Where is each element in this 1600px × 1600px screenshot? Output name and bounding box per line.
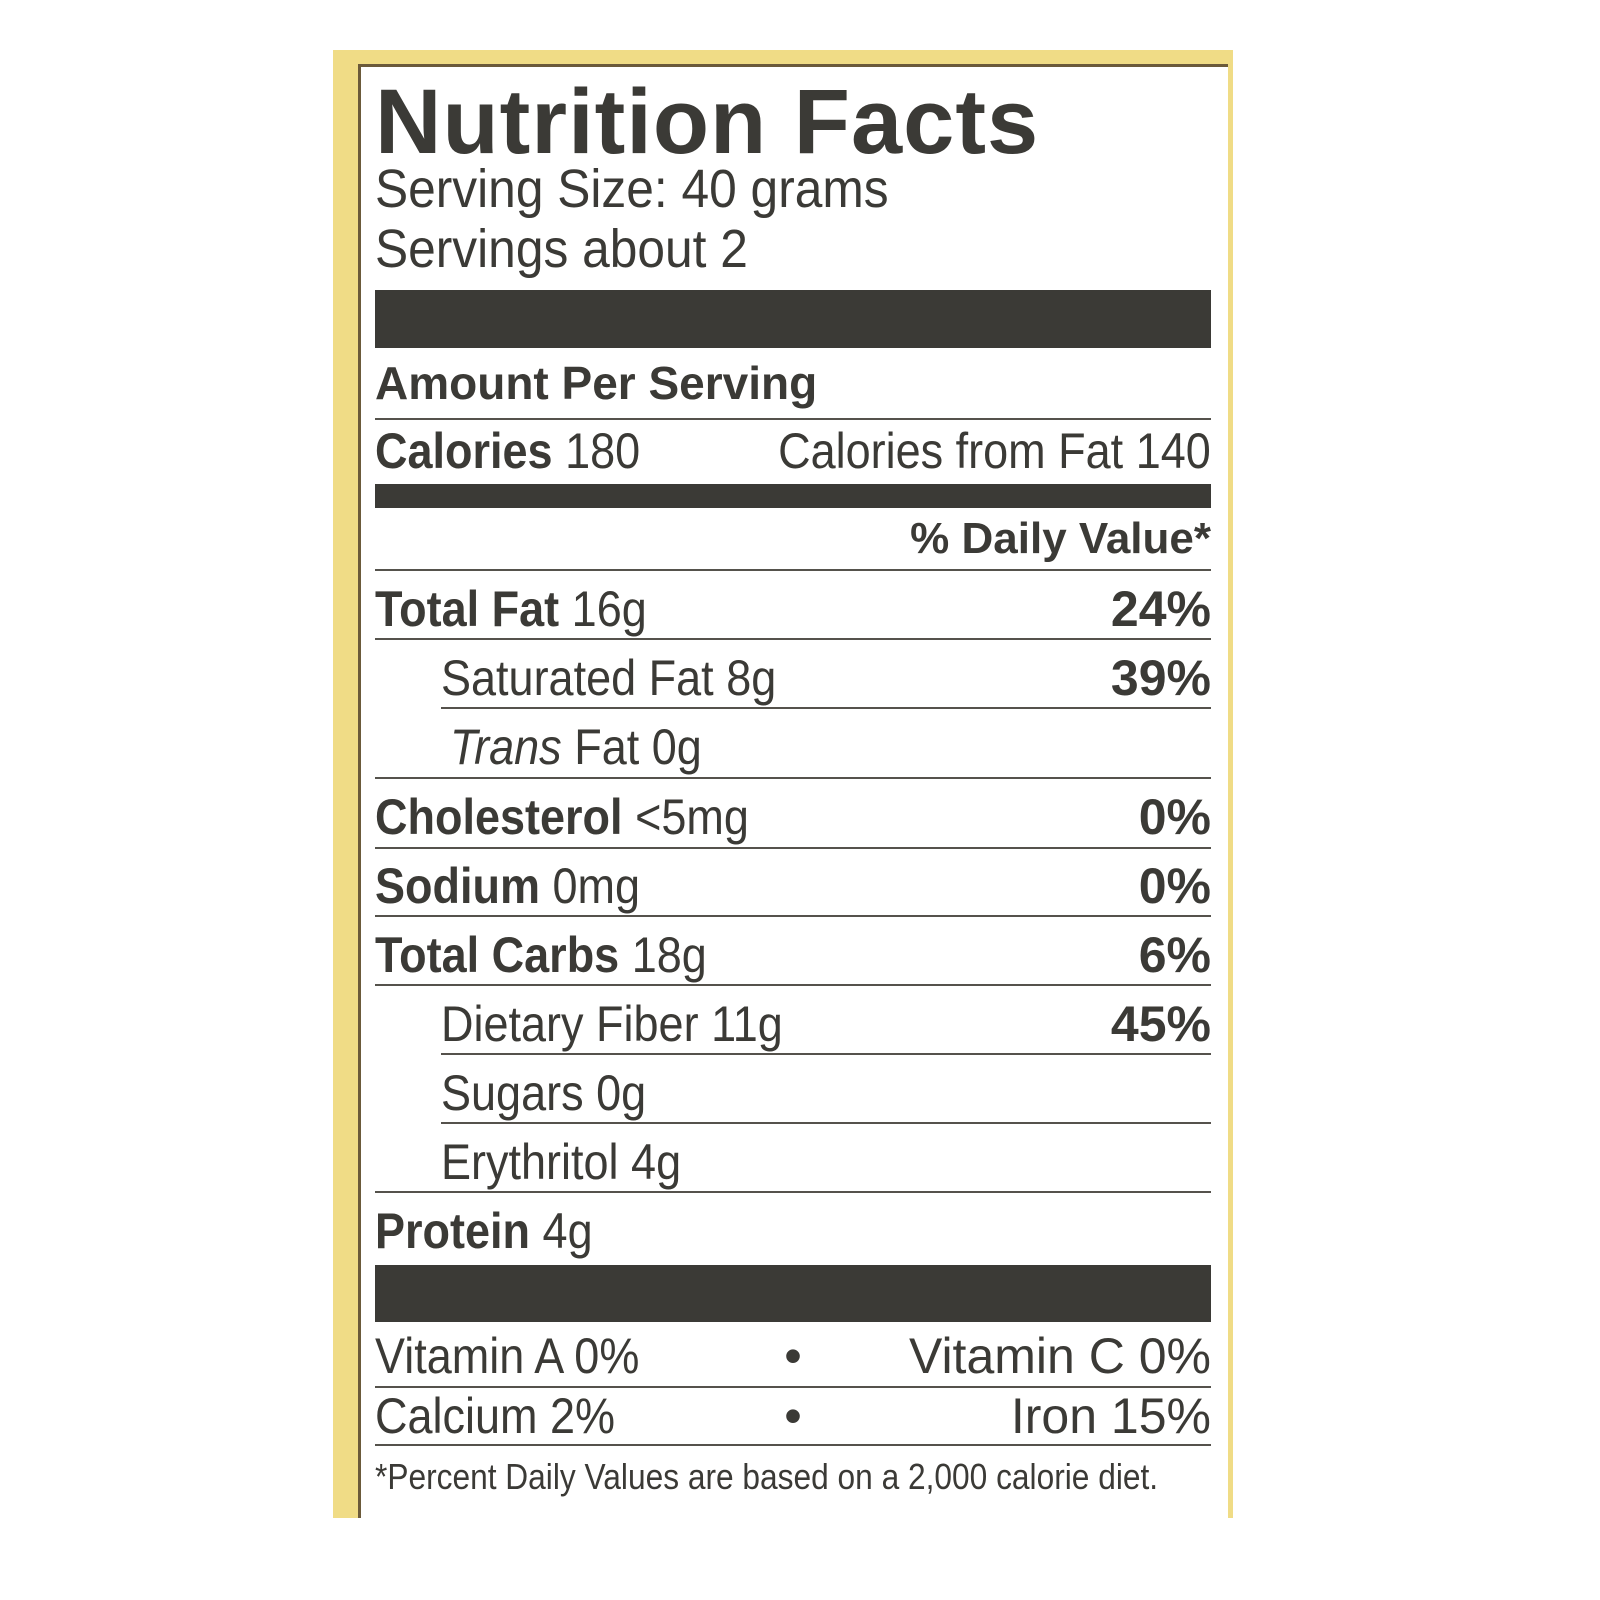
nutrient-name: Total Fat	[375, 581, 560, 637]
footnote: *Percent Daily Values are based on a 2,0…	[375, 1456, 1211, 1498]
divider	[375, 847, 1211, 849]
divider	[375, 1191, 1211, 1193]
thick-divider	[375, 290, 1211, 348]
nutrient-amount: 4g	[631, 1134, 682, 1190]
calories-value: 180	[565, 423, 641, 479]
amount-per-serving: Amount Per Serving	[375, 357, 818, 409]
nutrient-amount: 18g	[631, 927, 707, 983]
nutrient-dv: 0%	[1138, 858, 1211, 914]
calories-from-fat-label: Calories from Fat	[778, 423, 1124, 479]
divider	[375, 984, 1211, 986]
calcium: Calcium 2%	[375, 1388, 616, 1444]
vitamin-c: Vitamin C 0%	[909, 1328, 1211, 1384]
nutrient-row-saturated-fat: Saturated Fat 8g 39%	[441, 639, 1211, 707]
nutrient-dv: 24%	[1110, 581, 1211, 637]
divider	[441, 707, 1211, 709]
nutrient-row-total-fat: Total Fat 16g 24%	[375, 570, 1211, 638]
bullet-separator: •	[784, 1388, 802, 1444]
nutrient-row-protein: Protein 4g	[375, 1192, 1211, 1260]
calories-label: Calories	[375, 423, 553, 479]
divider	[375, 569, 1211, 571]
divider	[375, 777, 1211, 779]
nutrient-amount: 16g	[571, 581, 647, 637]
nutrient-amount: <5mg	[635, 789, 749, 845]
servings-per-container: Servings about 2	[375, 219, 748, 279]
nutrient-dv: 45%	[1110, 996, 1211, 1052]
calories-from-fat-value: 140	[1135, 423, 1211, 479]
nutrient-amount: 0g	[596, 1065, 647, 1121]
thick-divider	[375, 1265, 1211, 1322]
nutrient-name: Trans	[450, 719, 562, 775]
nutrient-amount: 8g	[726, 650, 777, 706]
footnote-text: *Percent Daily Values are based on a 2,0…	[375, 1456, 1159, 1497]
divider	[441, 1053, 1211, 1055]
divider	[375, 1386, 1211, 1388]
nutrient-dv: 6%	[1138, 927, 1211, 983]
daily-value-header: % Daily Value*	[910, 514, 1211, 563]
nutrient-name-rest: Fat	[574, 719, 640, 775]
nutrient-name: Dietary Fiber	[441, 996, 699, 1052]
bullet-separator: •	[784, 1328, 802, 1384]
nutrient-row-sodium: Sodium 0mg 0%	[375, 847, 1211, 915]
nutrient-row-cholesterol: Cholesterol <5mg 0%	[375, 778, 1211, 846]
nutrient-name: Sodium	[375, 858, 540, 914]
nutrient-row-total-carbs: Total Carbs 18g 6%	[375, 916, 1211, 984]
nutrient-name: Protein	[375, 1203, 531, 1259]
nutrient-row-sugars: Sugars 0g	[441, 1054, 1211, 1122]
nutrient-name: Erythritol	[441, 1134, 619, 1190]
nutrient-row-trans-fat: Trans Fat 0g	[450, 708, 1220, 776]
divider	[375, 1444, 1211, 1446]
nutrient-name: Cholesterol	[375, 789, 623, 845]
iron: Iron 15%	[1010, 1388, 1211, 1444]
serving-size: Serving Size: 40 grams	[375, 159, 889, 219]
nutrient-dv: 0%	[1138, 789, 1211, 845]
nutrient-amount: 0g	[651, 719, 702, 775]
nutrient-row-dietary-fiber: Dietary Fiber 11g 45%	[441, 985, 1211, 1053]
nutrient-row-erythritol: Erythritol 4g	[441, 1123, 1211, 1191]
nutrient-amount: 0mg	[552, 858, 641, 914]
divider	[375, 915, 1211, 917]
label-title: Nutrition Facts	[375, 71, 1040, 173]
divider	[375, 638, 1211, 640]
vitamin-row: Calcium 2% • Iron 15%	[375, 1387, 1211, 1445]
vitamin-a: Vitamin A 0%	[375, 1328, 640, 1384]
vitamin-row: Vitamin A 0% • Vitamin C 0%	[375, 1327, 1211, 1385]
nutrient-name: Total Carbs	[375, 927, 620, 983]
nutrient-amount: 4g	[542, 1203, 593, 1259]
divider	[375, 418, 1211, 420]
nutrient-dv: 39%	[1110, 650, 1211, 706]
nutrient-name: Sugars	[441, 1065, 584, 1121]
nutrient-amount: 11g	[711, 996, 783, 1052]
medium-divider	[375, 484, 1211, 508]
calories-row: Calories 180 Calories from Fat 140	[375, 412, 1211, 480]
nutrient-name: Saturated Fat	[441, 650, 714, 706]
divider	[441, 1122, 1211, 1124]
